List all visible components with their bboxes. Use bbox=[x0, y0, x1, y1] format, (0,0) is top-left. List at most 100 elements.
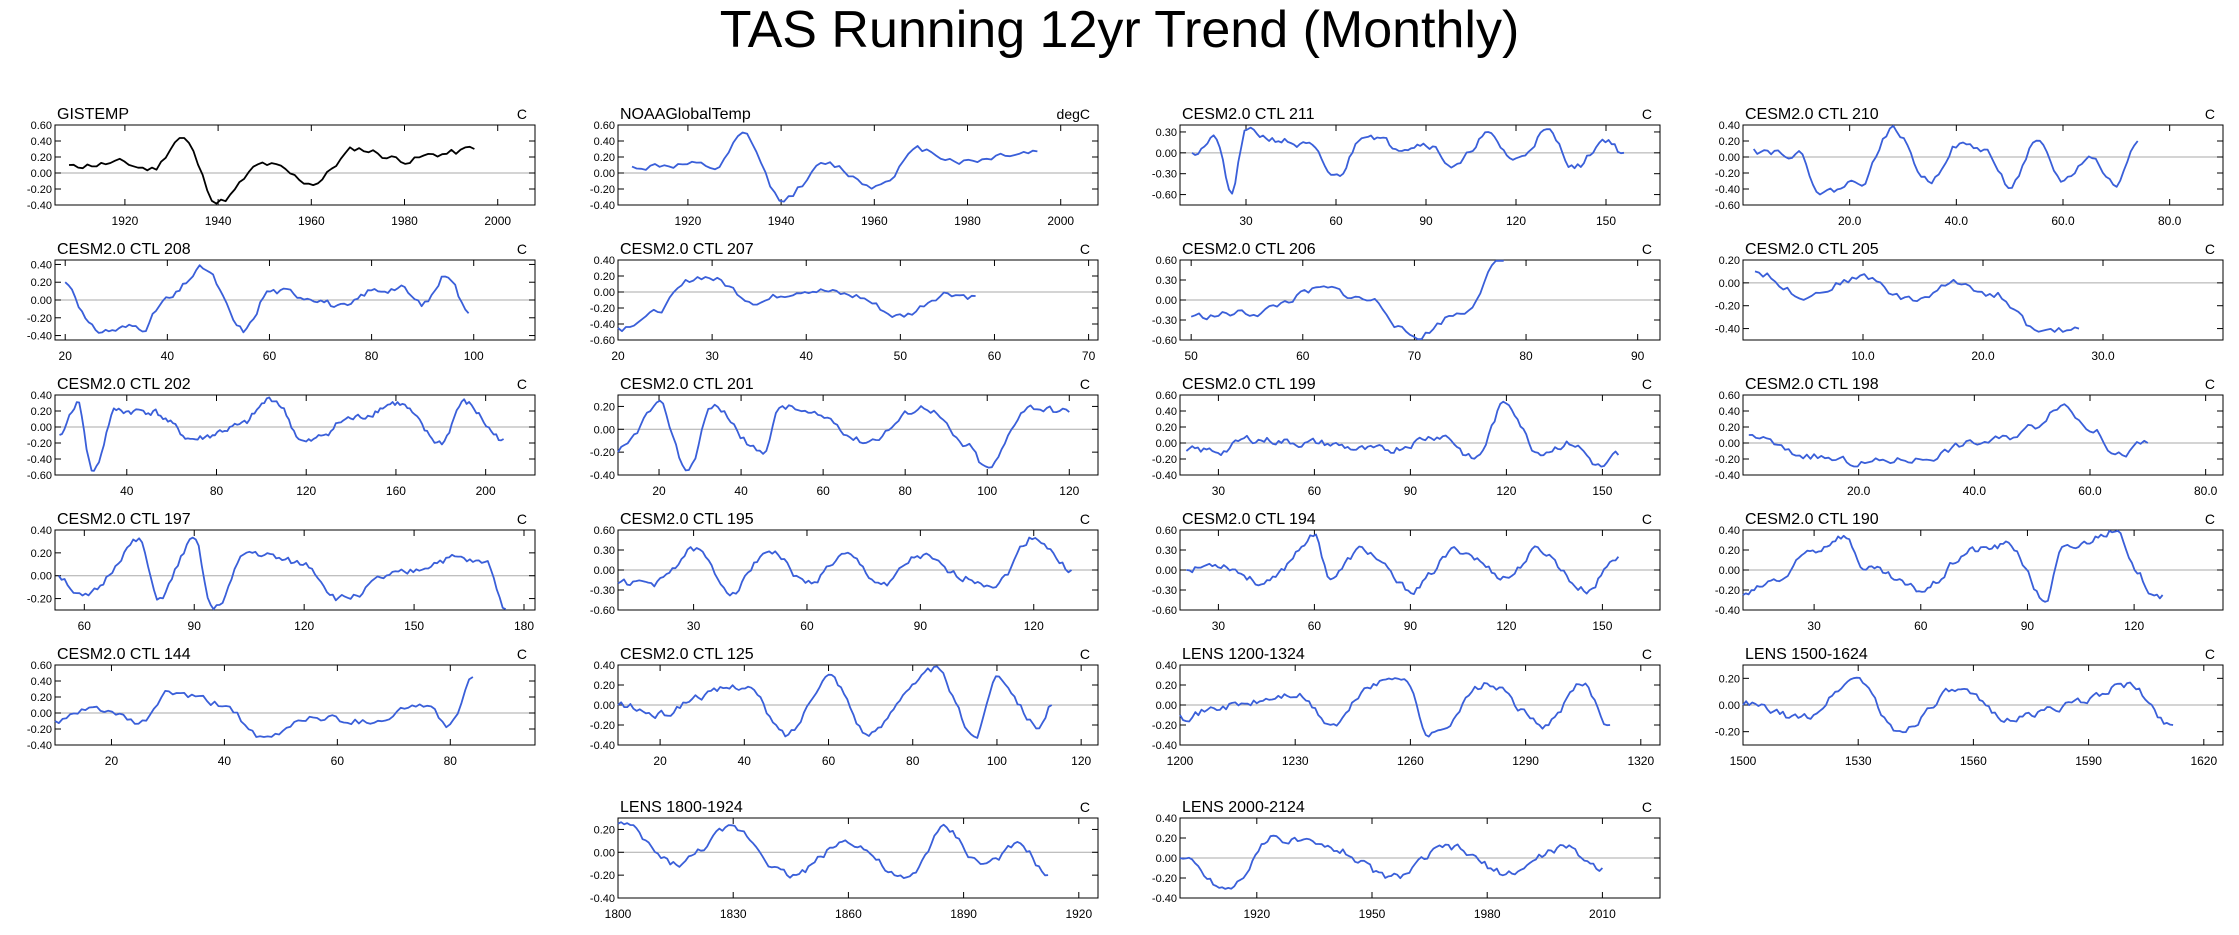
y-tick-label: 0.20 bbox=[1719, 255, 1740, 267]
y-tick-label: -0.40 bbox=[590, 893, 615, 905]
x-tick-label: 60 bbox=[1914, 619, 1928, 633]
panel-unit-label: C bbox=[1642, 799, 1652, 815]
x-tick-label: 120 bbox=[1496, 619, 1516, 633]
x-tick-label: 60 bbox=[263, 349, 277, 363]
series-line bbox=[1191, 126, 1625, 195]
panel-title: CESM2.0 CTL 201 bbox=[620, 376, 754, 393]
x-tick-label: 120 bbox=[1059, 484, 1079, 498]
y-tick-label: -0.60 bbox=[590, 605, 615, 617]
x-tick-label: 2000 bbox=[484, 214, 511, 228]
panel-title: LENS 2000-2124 bbox=[1182, 799, 1305, 816]
y-tick-label: 0.00 bbox=[1156, 565, 1177, 577]
x-tick-label: 1950 bbox=[1359, 907, 1386, 921]
y-tick-label: -0.20 bbox=[590, 447, 615, 459]
x-tick-label: 1230 bbox=[1282, 754, 1309, 768]
y-tick-label: -0.20 bbox=[27, 313, 52, 325]
y-tick-label: -0.40 bbox=[590, 470, 615, 482]
chart-panel: CESM2.0 CTL 190 C 0.40 0.20 0.00 -0.20 -0.40 30… bbox=[1715, 511, 2224, 633]
x-tick-label: 30 bbox=[1239, 214, 1253, 228]
panel-unit-label: C bbox=[517, 241, 527, 257]
y-tick-label: -0.40 bbox=[1715, 184, 1740, 196]
y-tick-label: 0.00 bbox=[1719, 152, 1740, 164]
x-tick-label: 1960 bbox=[298, 214, 325, 228]
plot-frame bbox=[1742, 259, 2224, 341]
panel-unit-label: C bbox=[1642, 511, 1652, 527]
x-tick-label: 200 bbox=[476, 484, 496, 498]
x-tick-label: 1940 bbox=[768, 214, 795, 228]
chart-panel: CESM2.0 CTL 195 C 0.60 0.30 0.00 -0.30 -0.60 30… bbox=[590, 511, 1099, 633]
x-tick-label: 60 bbox=[816, 484, 830, 498]
series-line bbox=[1754, 270, 2080, 333]
y-tick-label: -0.60 bbox=[1152, 335, 1177, 347]
y-tick-label: 0.00 bbox=[31, 571, 52, 583]
y-tick-label: 0.60 bbox=[594, 525, 615, 537]
y-tick-label: 0.40 bbox=[594, 660, 615, 672]
x-tick-label: 60 bbox=[1329, 214, 1343, 228]
y-tick-label: 0.60 bbox=[31, 660, 52, 672]
y-tick-label: -0.40 bbox=[1152, 740, 1177, 752]
y-tick-label: 0.40 bbox=[31, 259, 52, 271]
x-tick-label: 20 bbox=[652, 484, 666, 498]
x-tick-label: 120 bbox=[1506, 214, 1526, 228]
y-tick-label: -0.40 bbox=[1715, 605, 1740, 617]
y-tick-label: 0.00 bbox=[1719, 278, 1740, 290]
chart-panel: CESM2.0 CTL 197 C 0.40 0.20 0.00 -0.20 60 90 120… bbox=[27, 511, 536, 633]
x-tick-label: 150 bbox=[404, 619, 424, 633]
y-tick-label: 0.20 bbox=[1719, 545, 1740, 557]
y-tick-label: -0.30 bbox=[1152, 169, 1177, 181]
x-tick-label: 80 bbox=[906, 754, 920, 768]
x-tick-label: 100 bbox=[977, 484, 997, 498]
chart-panel: CESM2.0 CTL 198 C 0.60 0.40 0.20 0.00 -0.20 -0.… bbox=[1715, 376, 2224, 498]
y-tick-label: 0.20 bbox=[31, 692, 52, 704]
panel-unit-label: C bbox=[2205, 646, 2215, 662]
x-tick-label: 120 bbox=[1071, 754, 1091, 768]
series-line bbox=[631, 131, 1038, 203]
x-tick-label: 20 bbox=[59, 349, 73, 363]
y-tick-label: -0.20 bbox=[590, 184, 615, 196]
panel-unit-label: C bbox=[1080, 511, 1090, 527]
chart-panel: NOAAGlobalTemp degC 0.60 0.40 0.20 0.00 -0.20 -… bbox=[590, 106, 1099, 228]
series-line bbox=[1179, 834, 1604, 890]
x-tick-label: 40 bbox=[120, 484, 134, 498]
panel-title: CESM2.0 CTL 195 bbox=[620, 511, 754, 528]
x-tick-label: 20.0 bbox=[1971, 349, 1995, 363]
chart-panel: LENS 1200-1324 C 0.40 0.20 0.00 -0.20 -0.40 120… bbox=[1152, 646, 1661, 768]
y-tick-label: -0.40 bbox=[1152, 893, 1177, 905]
series-line bbox=[64, 264, 470, 334]
x-tick-label: 40 bbox=[161, 349, 175, 363]
chart-panel: CESM2.0 CTL 144 C 0.60 0.40 0.20 0.00 -0.20 -0.… bbox=[27, 646, 536, 768]
chart-panel: CESM2.0 CTL 211 C 0.30 0.00 -0.30 -0.60 30 60 90… bbox=[1152, 106, 1661, 228]
series-line bbox=[617, 399, 1070, 472]
y-tick-label: -0.40 bbox=[27, 200, 52, 212]
y-tick-label: -0.40 bbox=[27, 331, 52, 343]
series-line bbox=[1742, 676, 2174, 734]
y-tick-label: -0.60 bbox=[590, 335, 615, 347]
y-tick-label: -0.40 bbox=[27, 454, 52, 466]
series-line bbox=[68, 137, 475, 205]
panel-title: CESM2.0 CTL 211 bbox=[1182, 106, 1315, 123]
x-tick-label: 1620 bbox=[2190, 754, 2217, 768]
y-tick-label: 0.20 bbox=[594, 680, 615, 692]
chart-panel: CESM2.0 CTL 208 C 0.40 0.20 0.00 -0.20 -0.40 20… bbox=[27, 241, 536, 363]
x-tick-label: 60.0 bbox=[2078, 484, 2102, 498]
y-tick-label: 0.00 bbox=[594, 847, 615, 859]
series-line bbox=[617, 536, 1073, 597]
x-tick-label: 1800 bbox=[605, 907, 632, 921]
y-tick-label: 0.40 bbox=[31, 676, 52, 688]
panel-unit-label: C bbox=[517, 376, 527, 392]
panel-title: LENS 1500-1624 bbox=[1745, 646, 1868, 663]
panel-title: CESM2.0 CTL 197 bbox=[57, 511, 191, 528]
panel-unit-label: C bbox=[517, 106, 527, 122]
x-tick-label: 30 bbox=[705, 349, 719, 363]
x-tick-label: 90 bbox=[1404, 484, 1418, 498]
panel-unit-label: C bbox=[2205, 511, 2215, 527]
x-tick-label: 40.0 bbox=[1963, 484, 1987, 498]
series-line bbox=[617, 821, 1049, 879]
y-tick-label: -0.40 bbox=[590, 319, 615, 331]
x-tick-label: 20.0 bbox=[1838, 214, 1862, 228]
y-tick-label: -0.40 bbox=[1715, 324, 1740, 336]
y-tick-label: 0.00 bbox=[1156, 438, 1177, 450]
y-tick-label: 0.40 bbox=[594, 255, 615, 267]
x-tick-label: 60 bbox=[1308, 484, 1322, 498]
